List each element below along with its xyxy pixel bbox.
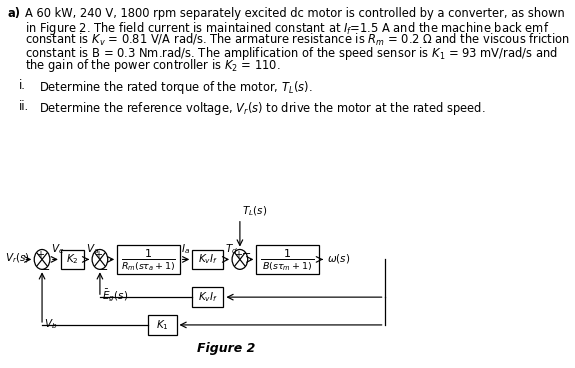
- Text: −: −: [242, 250, 251, 259]
- Text: $\omega(s)$: $\omega(s)$: [328, 252, 351, 265]
- Text: $B(s\tau_m + 1)$: $B(s\tau_m + 1)$: [262, 260, 313, 273]
- Text: Determine the rated torque of the motor, $T_L(s)$.: Determine the rated torque of the motor,…: [39, 79, 312, 96]
- Bar: [192, 250, 224, 269]
- Text: $V_b$: $V_b$: [44, 317, 58, 331]
- Text: $T_d$: $T_d$: [225, 243, 238, 256]
- Bar: [192, 287, 224, 307]
- Text: $K_v I_f$: $K_v I_f$: [198, 252, 218, 266]
- Text: constant is B = 0.3 Nm.rad/s. The amplification of the speed sensor is $K_1$ = 9: constant is B = 0.3 Nm.rad/s. The amplif…: [25, 45, 558, 61]
- Text: +: +: [233, 251, 242, 261]
- Text: $T_L(s)$: $T_L(s)$: [242, 204, 267, 218]
- Text: constant is $K_v$ = 0.81 V/A rad/s. The armature resistance is $R_m$ = 0.2 Ω and: constant is $K_v$ = 0.81 V/A rad/s. The …: [25, 32, 570, 48]
- Text: $V_r(s)$: $V_r(s)$: [5, 252, 29, 265]
- Text: $V_a$: $V_a$: [86, 243, 99, 256]
- Text: in Figure 2. The field current is maintained constant at $I_f$=1.5 A and the mac: in Figure 2. The field current is mainta…: [25, 20, 549, 37]
- Bar: [148, 315, 177, 335]
- Text: $K_2$: $K_2$: [66, 252, 79, 266]
- Text: −: −: [40, 265, 50, 275]
- Text: $I_a$: $I_a$: [181, 243, 190, 256]
- Bar: [117, 245, 179, 274]
- Bar: [256, 245, 319, 274]
- Bar: [61, 250, 85, 269]
- Text: Figure 2: Figure 2: [197, 342, 255, 355]
- Text: $\bar{E}_g(s)$: $\bar{E}_g(s)$: [102, 287, 128, 304]
- Text: a): a): [7, 7, 21, 20]
- Text: +: +: [94, 251, 102, 261]
- Text: 1: 1: [284, 250, 291, 259]
- Text: the gain of the power controller is $K_2$ = 110.: the gain of the power controller is $K_2…: [25, 57, 280, 74]
- Text: ii.: ii.: [18, 100, 29, 113]
- Text: i.: i.: [18, 79, 25, 92]
- Text: $V_e$: $V_e$: [51, 243, 64, 256]
- Text: −: −: [98, 265, 108, 275]
- Text: $K_v I_f$: $K_v I_f$: [198, 290, 218, 304]
- Text: $K_1$: $K_1$: [156, 318, 169, 332]
- Text: $R_m(s\tau_a + 1)$: $R_m(s\tau_a + 1)$: [121, 260, 176, 273]
- Text: +: +: [36, 251, 44, 261]
- Text: 1: 1: [145, 250, 152, 259]
- Text: Determine the reference voltage, $V_r(s)$ to drive the motor at the rated speed.: Determine the reference voltage, $V_r(s)…: [39, 100, 485, 117]
- Text: A 60 kW, 240 V, 1800 rpm separately excited dc motor is controlled by a converte: A 60 kW, 240 V, 1800 rpm separately exci…: [25, 7, 565, 20]
